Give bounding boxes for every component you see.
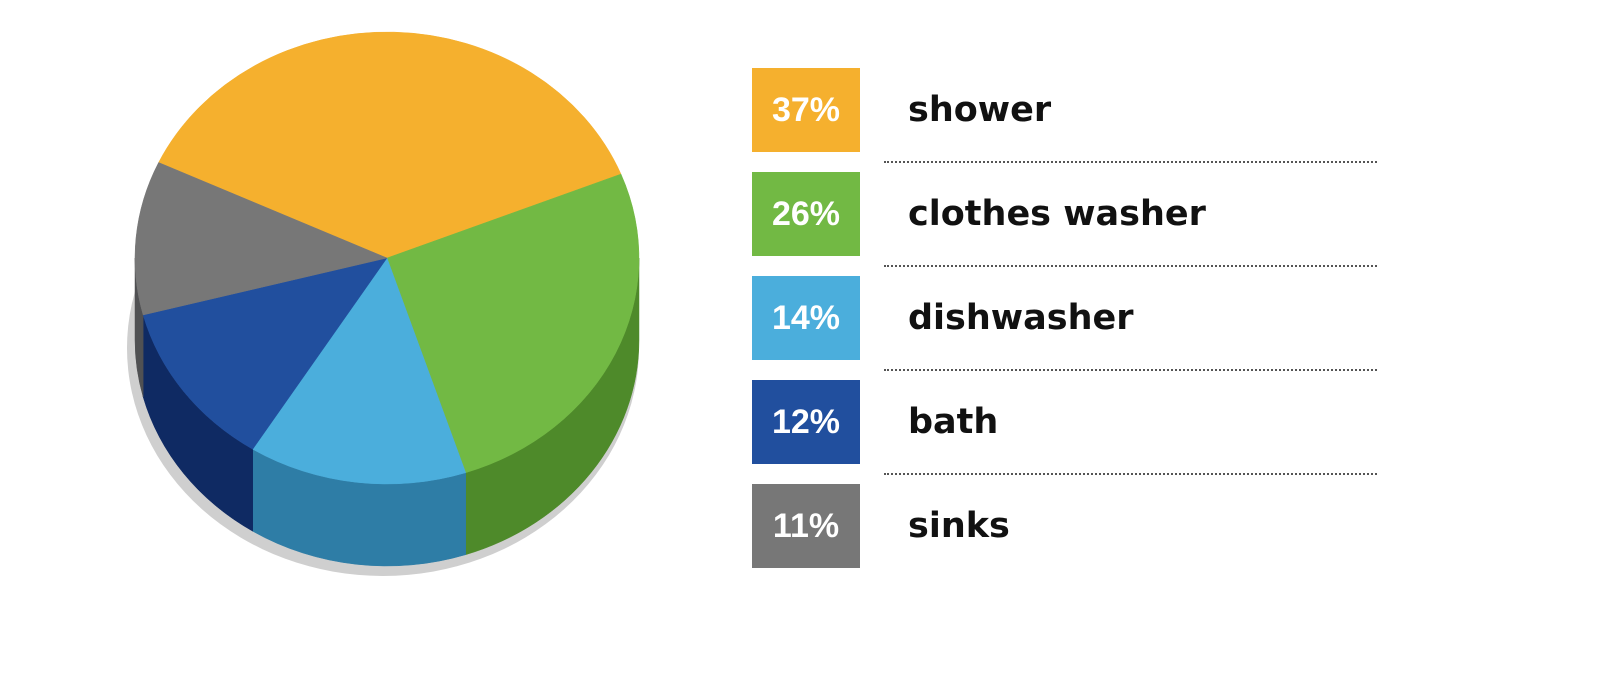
pie-slice-shower [158,31,622,259]
pie-slice-bath [142,257,388,450]
legend-percentage: 12% [752,380,860,464]
legend-label: shower [908,90,1052,130]
legend-percentage: 37% [752,68,860,152]
pie-slice-dishwasher [252,257,467,485]
pie-chart [127,31,640,576]
pie-slice-sinks [134,162,388,316]
legend-divider [884,265,1377,267]
legend-label: dishwasher [908,298,1134,338]
legend-divider [884,369,1377,371]
legend: 37% shower 26% clothes washer 14% dishwasher 1… [752,68,1377,588]
legend-label: bath [908,402,999,442]
legend-item: 14% dishwasher [752,276,1377,380]
legend-item: 37% shower [752,68,1377,172]
legend-divider [884,161,1377,163]
legend-divider [884,473,1377,475]
legend-percentage: 11% [752,484,860,568]
legend-label: clothes washer [908,194,1206,234]
legend-item: 11% sinks [752,484,1377,588]
legend-label: sinks [908,506,1010,546]
legend-percentage: 26% [752,172,860,256]
legend-item: 12% bath [752,380,1377,484]
legend-percentage: 14% [752,276,860,360]
legend-item: 26% clothes washer [752,172,1377,276]
pie-slice-clothes-washer [386,173,640,474]
